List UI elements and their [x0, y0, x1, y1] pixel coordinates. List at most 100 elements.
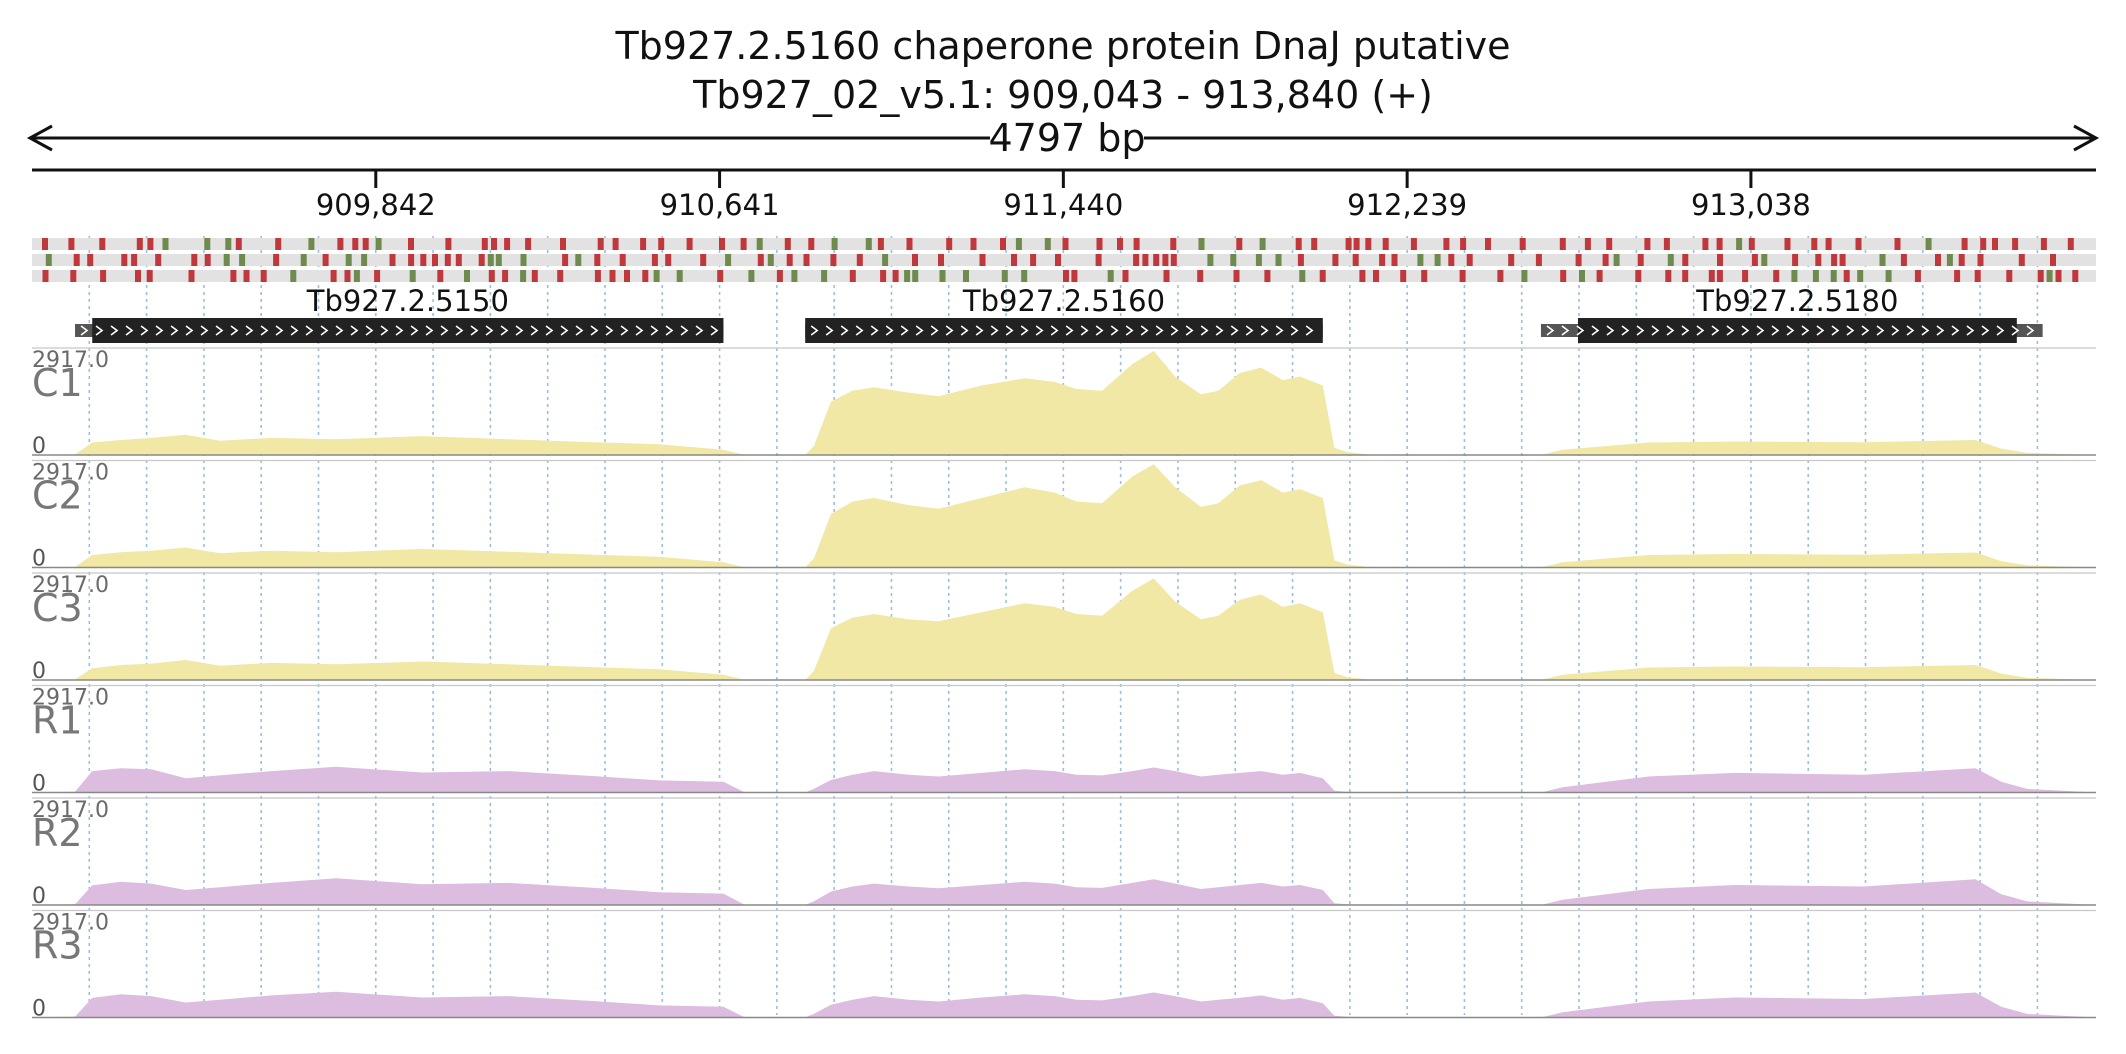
stop-codon-mark-2-45 — [1055, 254, 1061, 266]
stop-codon-mark-3-2 — [100, 270, 107, 282]
track-name-C3: C3 — [32, 586, 83, 630]
stop-codon-mark-2-10 — [273, 254, 280, 266]
stop-codon-mark-2-19 — [444, 254, 451, 266]
stop-codon-mark-1-42 — [1096, 238, 1103, 250]
stop-codon-mark-1-75 — [1961, 238, 1968, 250]
coordinate-axis: 909,842 910,641 911,440 912,239 913,038 — [32, 168, 2096, 222]
gene-strand-chevron-Tb927.2.5180-9 — [1681, 325, 1690, 336]
stop-codon-mark-1-72 — [1855, 238, 1862, 250]
start-codon-mark-3-73 — [1857, 270, 1864, 282]
stop-codon-mark-2-2 — [87, 254, 94, 266]
span-length-label: 4797 bp — [988, 116, 1145, 160]
gene-strand-chevron-Tb927.2.5150-29 — [515, 325, 524, 336]
stop-codon-mark-1-62 — [1606, 238, 1613, 250]
stop-codon-mark-1-65 — [1702, 238, 1709, 250]
gene-strand-chevron-Tb927.2.5180-13 — [1741, 325, 1750, 336]
start-codon-mark-1-74 — [1925, 238, 1932, 250]
stop-codon-mark-1-18 — [491, 238, 497, 250]
stop-codon-mark-2-35 — [786, 254, 793, 266]
start-codon-mark-2-54 — [1255, 254, 1262, 266]
gene-cds-Tb927.2.5160 — [805, 318, 1323, 343]
track-name-C1: C1 — [32, 361, 83, 405]
start-codon-mark-1-39 — [1015, 238, 1022, 250]
gene-strand-chevron-Tb927.2.5150-42 — [710, 325, 719, 336]
stop-codon-mark-3-76 — [1954, 270, 1961, 282]
stop-codon-mark-3-68 — [1773, 270, 1780, 282]
start-codon-mark-3-38 — [939, 270, 946, 282]
stop-codon-mark-2-67 — [1575, 254, 1582, 266]
start-codon-mark-3-39 — [963, 270, 969, 282]
gene-strand-chevron-Tb927.2.5160-14 — [1020, 325, 1029, 336]
stop-codon-mark-2-46 — [1095, 254, 1102, 266]
gene-strand-chevron-Tb927.2.5150-2 — [110, 325, 119, 336]
stop-codon-mark-1-79 — [2040, 238, 2047, 250]
stop-codon-mark-1-16 — [445, 238, 452, 250]
stop-codon-mark-3-48 — [1233, 270, 1240, 282]
gene-strand-chevron-Tb927.2.5180-26 — [1936, 325, 1945, 336]
stop-codon-mark-1-25 — [658, 238, 665, 250]
stop-codon-mark-1-73 — [1894, 238, 1901, 250]
stop-codon-mark-2-74 — [1751, 254, 1758, 266]
stop-codon-mark-3-54 — [1400, 270, 1407, 282]
stop-codon-mark-1-13 — [362, 238, 369, 250]
gene-strand-chevron-Tb927.2.5160-18 — [1080, 325, 1089, 336]
stop-codon-mark-1-50 — [1311, 238, 1318, 250]
gene-strand-chevron-Tb927.2.5160-4 — [870, 325, 879, 336]
stop-codon-mark-2-27 — [594, 254, 601, 266]
stop-codon-mark-2-18 — [432, 254, 438, 266]
stop-codon-mark-1-31 — [808, 238, 815, 250]
gene-strand-chevron-Tb927.2.5150-22 — [410, 325, 419, 336]
start-codon-mark-3-40 — [1001, 270, 1008, 282]
start-codon-mark-2-22 — [487, 254, 494, 266]
stop-codon-mark-2-64 — [1466, 254, 1473, 266]
gene-strand-chevron-Tb927.2.5180-14 — [1756, 325, 1765, 336]
stop-codon-mark-2-44 — [1030, 254, 1037, 266]
gene-strand-chevron-Tb927.2.5180-10 — [1696, 325, 1705, 336]
stop-codon-mark-3-7 — [243, 270, 250, 282]
stop-codon-mark-1-43 — [1117, 238, 1123, 250]
reading-frame-2 — [32, 254, 2096, 266]
gene-strand-chevron-Tb927.2.5180-19 — [1831, 325, 1840, 336]
track-name-C2: C2 — [32, 474, 83, 518]
stop-codon-mark-3-59 — [1560, 270, 1567, 282]
stop-codon-mark-2-84 — [1958, 254, 1965, 266]
stop-codon-mark-1-17 — [481, 238, 488, 250]
stop-codon-mark-2-73 — [1717, 254, 1723, 266]
stop-codon-mark-3-22 — [594, 270, 601, 282]
stop-codon-mark-2-48 — [1142, 254, 1149, 266]
stop-codon-mark-3-18 — [502, 270, 509, 282]
track-ymax-label-R3: 2917.0 — [32, 911, 109, 936]
gene-strand-chevron-Tb927.2.5150-0 — [80, 325, 89, 336]
gene-strand-chevron-Tb927.2.5160-33 — [1305, 325, 1314, 336]
stop-codon-mark-3-30 — [776, 270, 783, 282]
stop-codon-mark-3-42 — [1063, 270, 1069, 282]
stop-codon-mark-2-3 — [121, 254, 128, 266]
stop-codon-mark-3-3 — [135, 270, 141, 282]
gene-strand-chevron-Tb927.2.5160-17 — [1065, 325, 1074, 336]
gene-strand-chevron-Tb927.2.5160-29 — [1245, 325, 1254, 336]
gene-strand-chevron-Tb927.2.5160-30 — [1260, 325, 1269, 336]
gene-strand-chevron-Tb927.2.5150-30 — [530, 325, 539, 336]
span-arrow: 4797 bp — [26, 116, 2100, 160]
start-codon-mark-3-9 — [290, 270, 297, 282]
gene-strand-chevron-Tb927.2.5160-12 — [990, 325, 999, 336]
stop-codon-mark-1-77 — [1992, 238, 1998, 250]
stop-codon-mark-2-85 — [1977, 254, 1984, 266]
start-codon-mark-2-32 — [725, 254, 732, 266]
start-codon-mark-1-67 — [1736, 238, 1743, 250]
gene-strand-chevron-Tb927.2.5150-4 — [140, 325, 149, 336]
stop-codon-mark-1-35 — [906, 238, 913, 250]
axis-tick-label-0: 909,842 — [316, 188, 436, 222]
gene-strand-chevron-Tb927.2.5150-38 — [650, 325, 659, 336]
start-codon-mark-2-11 — [300, 254, 307, 266]
track-ymin-label-R1: 0 — [32, 772, 46, 797]
stop-codon-mark-3-67 — [1742, 270, 1749, 282]
stop-codon-mark-1-28 — [740, 238, 747, 250]
stop-codon-mark-3-35 — [892, 270, 899, 282]
stop-codon-mark-2-49 — [1153, 254, 1160, 266]
stop-codon-mark-2-38 — [856, 254, 863, 266]
stop-codon-mark-3-62 — [1635, 270, 1642, 282]
gene-strand-chevron-Tb927.2.5180-17 — [1801, 325, 1810, 336]
start-codon-mark-2-83 — [1946, 254, 1953, 266]
gene-strand-chevron-Tb927.2.5160-1 — [825, 325, 834, 336]
